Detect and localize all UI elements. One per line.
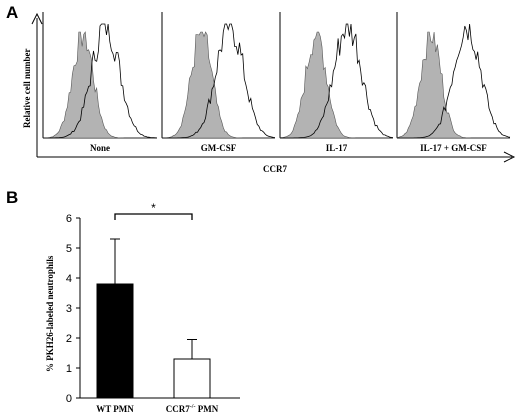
histogram-panel: IL-17 + GM-CSF xyxy=(396,12,511,153)
histogram-open-stained xyxy=(280,23,394,139)
condition-label: None xyxy=(90,143,110,153)
y-tick-label: 2 xyxy=(66,333,72,345)
histogram-open-stained xyxy=(162,23,276,139)
category-label: WT PMN xyxy=(96,404,134,414)
category-label: CCR7-/- PMN xyxy=(166,404,219,414)
panel-b-letter: B xyxy=(6,188,19,207)
histogram-filled-control xyxy=(161,31,275,139)
panel-a-letter: A xyxy=(6,3,19,22)
condition-label: GM-CSF xyxy=(201,143,237,153)
significance-bracket xyxy=(114,213,193,220)
condition-label: IL-17 + GM-CSF xyxy=(420,143,487,153)
histogram-filled-control xyxy=(279,31,393,139)
y-tick-label: 4 xyxy=(66,273,72,285)
bar xyxy=(173,358,211,399)
histogram-panel: None xyxy=(42,12,158,153)
condition-label: IL-17 xyxy=(326,143,348,153)
histogram-panel: GM-CSF xyxy=(161,12,276,153)
y-tick-label: 6 xyxy=(66,213,72,225)
panel-b-bar-chart: % PKH26-labeled neutrophils 0 1 2 3 4 5 6 WT PM… xyxy=(45,201,240,414)
panel-a-ylabel: Relative cell number xyxy=(22,49,32,128)
histogram-open-stained xyxy=(397,23,511,139)
significance-marker: * xyxy=(151,201,156,215)
histogram-filled-control xyxy=(396,31,510,139)
panel-a-y-arrow xyxy=(31,12,43,25)
y-tick-label: 1 xyxy=(66,363,72,375)
histogram-panels: None GM-CSF IL-17 IL-17 + GM-CSF xyxy=(42,12,511,153)
bar xyxy=(96,283,134,399)
panel-a-xlabel: CCR7 xyxy=(263,164,287,174)
panel-b-ylabel: % PKH26-labeled neutrophils xyxy=(45,255,55,372)
panel-a-flow-histograms: Relative cell number CCR7 None GM-CSF IL-1… xyxy=(22,12,516,174)
y-tick-label: 5 xyxy=(66,243,72,255)
y-tick-label: 3 xyxy=(66,303,72,315)
y-tick-label: 0 xyxy=(66,393,72,405)
histogram-open-stained xyxy=(43,23,158,139)
bar-marks: 0 1 2 3 4 5 6 WT PMN CCR7-/- PMN * xyxy=(66,201,219,414)
histogram-panel: IL-17 xyxy=(279,12,394,153)
panel-a-x-arrow xyxy=(503,151,516,163)
histogram-filled-control xyxy=(42,31,157,139)
